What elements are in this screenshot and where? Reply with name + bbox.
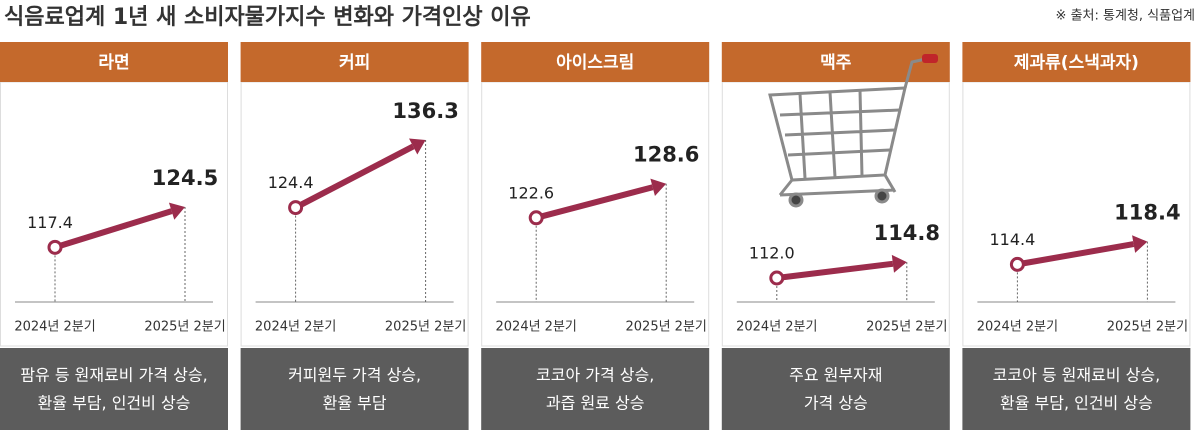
note-text: 커피원두 가격 상승, (288, 366, 421, 385)
start-marker (1009, 256, 1025, 272)
value-label: 136.3 (392, 99, 458, 123)
source: ※ 출처: 통계청, 식품업계 (1056, 9, 1195, 24)
area (55, 207, 185, 302)
arrow-head (650, 178, 667, 196)
panel-title: 아이스크림 (556, 53, 634, 73)
note-text: 코코아 가격 상승, (536, 366, 654, 385)
value-label: 114.4 (989, 230, 1035, 249)
start-marker (47, 239, 63, 255)
panel-title: 맥주 (820, 53, 852, 73)
value-label: 117.4 (27, 213, 73, 232)
note-text: 팜유 등 원재료비 가격 상승, (20, 366, 207, 385)
value-label: 124.5 (152, 166, 218, 190)
area (1017, 241, 1148, 302)
note-text: 가격 상승 (804, 394, 868, 413)
value-label: 122.6 (508, 183, 554, 202)
x-tick-label: 2024년 2분기 (736, 320, 817, 335)
page-title: 식음료업계 1년 새 소비자물가지수 변화와 가격인상 이유 (4, 5, 531, 30)
start-marker (528, 210, 544, 226)
note-box (481, 348, 710, 430)
value-label: 114.8 (874, 221, 940, 245)
start-marker (769, 270, 785, 286)
line (1016, 241, 1135, 268)
panel-header (962, 42, 1191, 82)
note-text: 환율 부담 (323, 394, 387, 413)
note-box (0, 348, 228, 430)
line (535, 184, 654, 221)
x-tick-label: 2024년 2분기 (496, 320, 577, 335)
x-tick-label: 2025년 2분기 (626, 320, 707, 335)
panel-title: 제과류(스낵과자) (1014, 53, 1139, 73)
note-text: 환율 부담, 인건비 상승 (38, 394, 191, 413)
panel-title: 라면 (98, 53, 129, 73)
start-marker (288, 200, 304, 216)
x-tick-label: 2025년 2분기 (1107, 320, 1188, 335)
note-box (721, 348, 950, 430)
arrow-head (1132, 235, 1148, 253)
panel-frame (721, 81, 950, 347)
cart-illustration (768, 54, 938, 208)
value-label: 112.0 (749, 244, 795, 263)
area (536, 183, 667, 302)
panel-title: 커피 (339, 53, 370, 73)
note-box (240, 348, 469, 430)
arrow-head (409, 138, 426, 155)
x-tick-label: 2025년 2분기 (385, 320, 466, 335)
area (776, 262, 907, 302)
x-tick-label: 2024년 2분기 (255, 320, 336, 335)
x-tick-label: 2024년 2분기 (14, 320, 95, 335)
area (295, 140, 426, 302)
line (54, 208, 173, 251)
value-label: 118.4 (1114, 201, 1180, 225)
arrow-head (168, 202, 185, 220)
note-text: 코코아 등 원재료비 상승, (993, 366, 1161, 385)
panel-header (0, 42, 228, 82)
note-box (962, 348, 1191, 430)
value-label: 124.4 (268, 173, 314, 192)
panel-header (240, 42, 469, 82)
line (776, 260, 894, 281)
value-label: 128.6 (633, 143, 699, 167)
x-tick-label: 2024년 2분기 (977, 320, 1058, 335)
note-text: 환율 부담, 인건비 상승 (1000, 394, 1153, 413)
line (294, 143, 415, 211)
x-tick-label: 2025년 2분기 (866, 320, 947, 335)
note-text: 과즙 원료 상승 (546, 394, 645, 413)
x-tick-label: 2025년 2분기 (144, 320, 225, 335)
note-text: 주요 원부자재 (789, 366, 882, 385)
panel-header (481, 42, 710, 82)
arrow-head (891, 254, 907, 273)
